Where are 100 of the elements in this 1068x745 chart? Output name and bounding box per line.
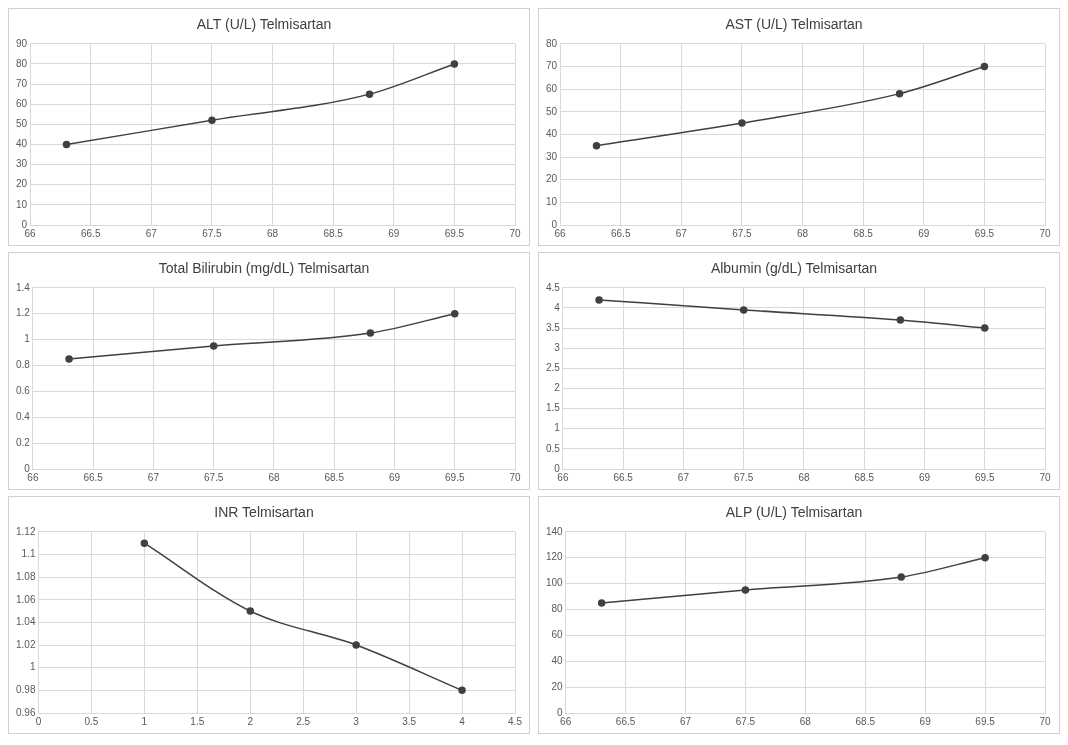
x-tick-label: 67 bbox=[147, 471, 160, 483]
chart-title: Albumin (g/dL) Telmisartan bbox=[710, 260, 878, 277]
x-tick-label: 68.5 bbox=[854, 471, 875, 483]
y-tick-label: 0 bbox=[21, 218, 28, 230]
y-tick-label: 2 bbox=[554, 382, 561, 394]
y-tick-label: 1.4 bbox=[16, 281, 31, 293]
x-tick-label: 69.5 bbox=[444, 227, 465, 239]
point bbox=[738, 119, 746, 127]
point bbox=[895, 89, 904, 98]
x-tick-label: 68 bbox=[797, 227, 809, 239]
x-tick-label: 66 bbox=[554, 227, 567, 239]
x-tick-label: 69.5 bbox=[445, 471, 465, 483]
point bbox=[980, 62, 989, 71]
x-tick-label: 67 bbox=[675, 227, 688, 239]
chart-title: INR Telmisartan bbox=[214, 504, 314, 521]
x-tick-label: 2.5 bbox=[296, 715, 311, 727]
point bbox=[450, 60, 459, 68]
y-tick-label: 40 bbox=[551, 654, 564, 666]
y-tick-label: 1.08 bbox=[15, 570, 36, 582]
point bbox=[896, 316, 905, 324]
point bbox=[352, 641, 360, 649]
point bbox=[739, 306, 748, 314]
y-tick-label: 0.96 bbox=[15, 706, 36, 718]
y-tick-label: 0 bbox=[557, 706, 564, 718]
x-tick-label: 67.5 bbox=[733, 471, 754, 483]
x-tick-label: 2 bbox=[247, 715, 254, 727]
y-tick-label: 50 bbox=[546, 105, 558, 117]
y-tick-label: 20 bbox=[546, 173, 558, 185]
x-tick-label: 68 bbox=[799, 715, 812, 727]
y-tick-label: 0.98 bbox=[15, 684, 36, 696]
y-tick-label: 80 bbox=[551, 603, 564, 615]
y-tick-label: 100 bbox=[546, 577, 564, 589]
x-tick-label: 67.5 bbox=[735, 715, 756, 727]
x-tick-label: 69.5 bbox=[974, 227, 995, 239]
y-tick-label: 70 bbox=[16, 77, 28, 89]
x-tick-label: 67 bbox=[679, 715, 692, 727]
y-tick-label: 20 bbox=[551, 680, 564, 692]
x-tick-label: 69 bbox=[918, 227, 930, 239]
x-tick-label: 66.5 bbox=[613, 471, 634, 483]
point bbox=[140, 539, 149, 547]
y-tick-label: 2.5 bbox=[546, 362, 561, 374]
y-tick-label: 1.1 bbox=[21, 548, 36, 560]
point bbox=[208, 116, 216, 125]
y-tick-label: 30 bbox=[546, 150, 558, 162]
y-tick-label: 20 bbox=[16, 178, 28, 190]
y-tick-label: 50 bbox=[16, 118, 28, 130]
y-tick-label: 40 bbox=[546, 128, 558, 140]
y-tick-label: 80 bbox=[546, 37, 558, 49]
y-tick-label: 80 bbox=[16, 57, 28, 69]
y-tick-label: 1 bbox=[24, 333, 31, 345]
x-tick-label: 67.5 bbox=[202, 227, 223, 239]
x-tick-label: 69 bbox=[388, 227, 400, 239]
y-tick-label: 3 bbox=[554, 341, 561, 353]
point bbox=[65, 355, 73, 363]
y-tick-label: 0.2 bbox=[16, 436, 31, 448]
y-tick-label: 1.04 bbox=[15, 616, 36, 628]
x-tick-label: 3.5 bbox=[402, 715, 417, 727]
x-tick-label: 66 bbox=[24, 227, 37, 239]
y-tick-label: 1.02 bbox=[15, 638, 36, 650]
x-tick-label: 70 bbox=[509, 471, 521, 483]
x-tick-label: 67.5 bbox=[732, 227, 753, 239]
point bbox=[980, 324, 989, 332]
point bbox=[458, 686, 466, 695]
x-tick-label: 4 bbox=[459, 715, 466, 727]
y-tick-label: 0 bbox=[551, 218, 558, 230]
x-tick-label: 68.5 bbox=[855, 715, 876, 727]
x-tick-label: 1.5 bbox=[190, 715, 205, 727]
y-tick-label: 4 bbox=[554, 301, 561, 313]
y-tick-label: 1.5 bbox=[546, 402, 561, 414]
x-tick-label: 69 bbox=[388, 471, 401, 483]
point bbox=[450, 309, 459, 318]
y-tick-label: 3.5 bbox=[546, 321, 561, 333]
point bbox=[592, 141, 601, 150]
y-tick-label: 30 bbox=[16, 158, 28, 170]
point bbox=[365, 90, 374, 98]
x-tick-label: 68.5 bbox=[323, 227, 344, 239]
y-tick-label: 1 bbox=[554, 422, 561, 434]
y-tick-label: 0.6 bbox=[16, 385, 31, 397]
x-tick-label: 68.5 bbox=[853, 227, 874, 239]
x-tick-label: 1 bbox=[141, 715, 148, 727]
y-tick-label: 60 bbox=[546, 82, 558, 94]
x-tick-label: 68 bbox=[798, 471, 810, 483]
x-tick-label: 70 bbox=[1039, 227, 1051, 239]
x-tick-label: 4.5 bbox=[508, 715, 523, 727]
y-tick-label: 120 bbox=[546, 551, 564, 563]
x-tick-label: 67 bbox=[145, 227, 158, 239]
y-tick-label: 70 bbox=[546, 60, 558, 72]
y-tick-label: 4.5 bbox=[546, 281, 561, 293]
y-tick-label: 0.8 bbox=[16, 359, 31, 371]
x-tick-label: 66.5 bbox=[83, 471, 104, 483]
y-tick-label: 1 bbox=[29, 661, 36, 673]
x-tick-label: 66 bbox=[560, 715, 572, 727]
y-tick-label: 0 bbox=[554, 462, 561, 474]
chart-title: ALT (U/L) Telmisartan bbox=[196, 16, 332, 33]
point bbox=[246, 607, 255, 615]
x-tick-label: 70 bbox=[1039, 471, 1051, 483]
y-tick-label: 10 bbox=[546, 196, 558, 208]
point bbox=[595, 296, 603, 304]
x-tick-label: 69.5 bbox=[975, 471, 995, 483]
y-tick-label: 0.5 bbox=[546, 442, 561, 454]
